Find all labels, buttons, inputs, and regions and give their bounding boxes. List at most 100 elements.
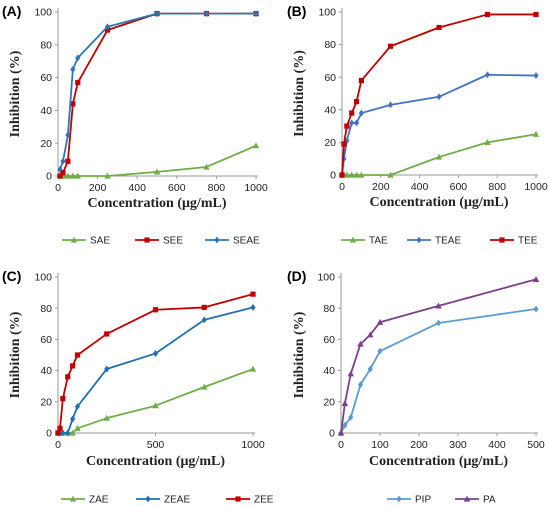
data-point <box>344 137 350 145</box>
data-point <box>484 11 491 18</box>
data-point <box>153 168 161 175</box>
data-point <box>339 172 345 178</box>
y-tick-label: 40 <box>40 365 52 377</box>
data-point <box>435 153 443 160</box>
series-ZAE <box>54 365 257 436</box>
y-tick-label: 60 <box>40 334 52 346</box>
data-point <box>154 10 160 18</box>
data-point <box>387 43 394 49</box>
data-point <box>152 350 159 357</box>
data-point <box>70 66 76 73</box>
legend: SAE SEE SEAE <box>62 236 260 247</box>
data-point <box>342 421 348 429</box>
data-point <box>74 172 81 179</box>
data-point <box>201 316 207 324</box>
data-point <box>250 291 256 297</box>
data-point <box>60 396 66 402</box>
series-line <box>341 73 537 176</box>
legend-label: TEAE <box>435 236 461 247</box>
data-point <box>353 99 360 105</box>
data-point <box>201 383 208 390</box>
y-tick-label: 100 <box>34 272 52 284</box>
data-point <box>357 340 364 347</box>
data-point <box>343 171 351 178</box>
data-point <box>349 119 355 127</box>
y-tick-label: 80 <box>324 39 336 51</box>
data-point <box>65 429 71 437</box>
series-line <box>58 306 254 434</box>
x-axis-title: Concentration (μg/mL) <box>88 196 227 211</box>
x-tick-label: 300 <box>449 439 467 451</box>
data-point <box>435 319 442 327</box>
data-point <box>344 123 350 129</box>
data-point <box>532 275 540 282</box>
x-tick-label: 600 <box>450 181 468 193</box>
data-point <box>367 365 373 373</box>
legend-marker <box>70 236 78 243</box>
panel-label: (C) <box>2 268 21 284</box>
data-point <box>387 171 394 178</box>
x-tick-label: 800 <box>488 181 506 193</box>
x-axis-title: Concentration (μg/mL) <box>369 454 508 469</box>
data-point <box>104 331 110 337</box>
data-point <box>69 429 76 436</box>
y-tick-label: 100 <box>318 7 336 19</box>
legend-label: TEE <box>518 236 538 247</box>
y-tick-label: 40 <box>40 105 52 117</box>
panel-label: (D) <box>287 268 306 284</box>
data-point <box>347 370 354 377</box>
y-axis-title: Inhibition (%) <box>292 311 307 398</box>
data-point <box>65 131 71 139</box>
y-tick-label: 0 <box>330 170 336 182</box>
y-axis-title: Inhibition (%) <box>8 50 23 137</box>
data-point <box>69 172 77 179</box>
y-tick-label: 40 <box>323 365 335 377</box>
legend-marker <box>235 496 241 502</box>
legend-label: ZEAE <box>164 495 190 506</box>
data-point <box>57 173 63 179</box>
data-point <box>70 101 76 107</box>
data-point <box>250 304 256 311</box>
data-point <box>358 109 364 117</box>
legend-label: SAE <box>90 236 110 247</box>
x-tick-label: 0 <box>55 182 61 194</box>
legend-marker <box>145 495 151 503</box>
legend-marker <box>416 236 422 244</box>
chart-panel-4: (D) 0 20 40 60 80 100 0 100 200 300 400 500 Concentra… <box>287 268 545 506</box>
legend-label: SEAE <box>233 236 260 247</box>
data-point <box>60 429 66 437</box>
legend-label: ZEE <box>254 495 274 506</box>
panel-label: (A) <box>2 3 21 19</box>
x-tick-label: 200 <box>89 182 107 194</box>
x-tick-label: 400 <box>128 182 146 194</box>
data-point <box>348 414 354 421</box>
y-tick-label: 0 <box>46 171 52 183</box>
data-point <box>376 318 384 325</box>
x-axis-title: Concentration (μg/mL) <box>86 454 225 469</box>
legend-label: ZAE <box>89 495 109 506</box>
data-point <box>253 10 259 18</box>
legend-marker <box>214 236 220 244</box>
series-line <box>341 13 536 176</box>
y-tick-label: 20 <box>40 396 52 408</box>
y-tick-label: 20 <box>323 396 335 408</box>
data-point <box>484 139 491 145</box>
y-tick-label: 100 <box>317 272 335 284</box>
series-line <box>57 293 254 434</box>
data-point <box>348 171 355 178</box>
x-tick-label: 400 <box>411 181 429 193</box>
data-point <box>341 141 347 147</box>
data-point <box>65 374 71 380</box>
data-point <box>64 172 72 179</box>
x-axis-title: Concentration (μg/mL) <box>370 195 509 210</box>
panel-label: (B) <box>287 3 306 19</box>
data-point <box>70 415 76 423</box>
y-tick-label: 100 <box>34 7 52 19</box>
x-tick-label: 0 <box>338 439 344 451</box>
legend-label: PA <box>483 495 496 506</box>
series-TEAE <box>339 71 539 179</box>
x-tick-label: 800 <box>208 182 226 194</box>
